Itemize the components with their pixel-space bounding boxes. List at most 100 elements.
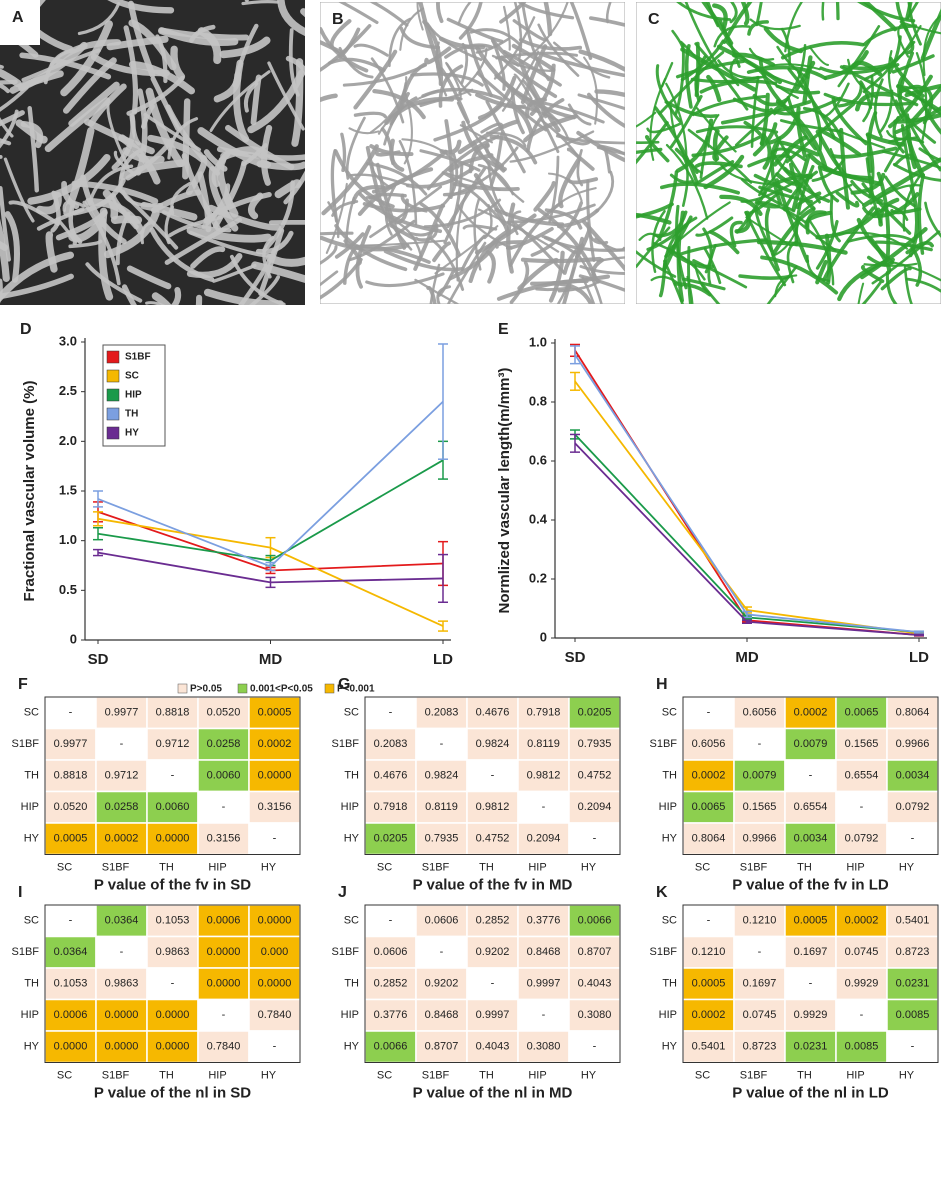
table-cell bbox=[248, 727, 301, 761]
vessel bbox=[241, 0, 279, 6]
panel-label: F bbox=[18, 676, 28, 693]
cell-value: 0.0231 bbox=[794, 1041, 828, 1053]
vessel bbox=[413, 203, 445, 271]
vessel bbox=[447, 146, 519, 198]
cell-value: 0.0000 bbox=[156, 833, 190, 845]
table-title: P value of the nl in MD bbox=[413, 1084, 573, 1101]
vessel bbox=[719, 194, 763, 216]
cell-value: 0.6554 bbox=[845, 770, 879, 782]
table-cell bbox=[568, 727, 621, 761]
table-cell bbox=[517, 998, 570, 1032]
legend-swatch bbox=[237, 683, 248, 694]
row-label: HIP bbox=[21, 801, 39, 813]
table-cell bbox=[835, 822, 888, 856]
cell-value: 0.9202 bbox=[476, 946, 510, 958]
vessel bbox=[477, 208, 560, 253]
column-label: S1BF bbox=[102, 1069, 130, 1081]
vessel bbox=[520, 44, 548, 105]
cell-value: 0.0034 bbox=[794, 833, 828, 845]
vessel bbox=[0, 251, 75, 303]
vessel bbox=[362, 202, 446, 213]
vessel bbox=[477, 75, 517, 120]
vessel bbox=[243, 81, 259, 113]
vessel bbox=[446, 63, 472, 97]
cell-value: - bbox=[69, 915, 73, 927]
vessel bbox=[802, 106, 845, 147]
table-cell bbox=[95, 822, 148, 856]
vessel bbox=[506, 102, 534, 137]
vessel bbox=[441, 152, 459, 207]
vessel bbox=[365, 162, 428, 196]
vessel bbox=[884, 175, 916, 208]
vessel bbox=[0, 186, 11, 262]
legend-label: 0.001<P<0.05 bbox=[250, 684, 313, 695]
vessel bbox=[145, 87, 185, 168]
table-cell bbox=[466, 998, 519, 1032]
vessel bbox=[743, 120, 765, 146]
vessel bbox=[857, 282, 865, 304]
row-label: SC bbox=[662, 915, 677, 927]
vessel bbox=[718, 19, 741, 68]
cell-value: 0.0005 bbox=[54, 833, 88, 845]
table-cell bbox=[517, 759, 570, 793]
panel-label: C bbox=[648, 11, 660, 28]
vessel bbox=[424, 46, 452, 65]
cell-value: 0.2094 bbox=[578, 801, 612, 813]
row-label: HY bbox=[662, 1041, 678, 1053]
vessel bbox=[0, 79, 18, 85]
y-tick-label: 0.2 bbox=[529, 570, 547, 585]
legend-swatch bbox=[324, 683, 335, 694]
table-cell bbox=[146, 904, 199, 938]
column-label: HIP bbox=[208, 1069, 226, 1081]
cell-value: 0.0006 bbox=[207, 915, 241, 927]
vessel bbox=[734, 104, 781, 147]
vessel bbox=[745, 216, 792, 247]
table-cell bbox=[733, 759, 786, 793]
vessel bbox=[905, 241, 934, 255]
cell-value: 0.7935 bbox=[425, 833, 459, 845]
vessel bbox=[558, 156, 582, 209]
cell-value: 0.0079 bbox=[794, 738, 828, 750]
table-cell bbox=[784, 790, 837, 824]
vessel bbox=[557, 280, 600, 293]
vessel bbox=[126, 265, 172, 290]
vessel bbox=[924, 201, 941, 239]
cell-value: 0.4043 bbox=[476, 1041, 510, 1053]
legend-swatch bbox=[106, 388, 120, 402]
cell-value: 0.0002 bbox=[258, 738, 292, 750]
table-cell bbox=[248, 967, 301, 1001]
vessel bbox=[890, 261, 941, 282]
vessel bbox=[578, 274, 625, 292]
vessel bbox=[894, 105, 941, 134]
vessel bbox=[155, 34, 168, 84]
row-label: HIP bbox=[659, 801, 677, 813]
table-cell bbox=[886, 967, 939, 1001]
cell-value: 0.4752 bbox=[578, 770, 612, 782]
vessel bbox=[749, 18, 801, 31]
vessel bbox=[0, 85, 29, 112]
vessel bbox=[752, 122, 778, 157]
vessel bbox=[283, 170, 305, 205]
legend-swatch bbox=[106, 426, 120, 440]
vessel bbox=[605, 2, 612, 24]
table-border bbox=[44, 696, 301, 855]
cell-value: 0.0745 bbox=[845, 946, 879, 958]
row-label: HIP bbox=[21, 1009, 39, 1021]
y-tick-label: 0 bbox=[70, 631, 77, 646]
vessel bbox=[539, 118, 581, 159]
vessel bbox=[475, 37, 510, 54]
vessel bbox=[850, 172, 886, 195]
vessel bbox=[480, 122, 504, 134]
row-label: S1BF bbox=[649, 738, 677, 750]
series-line bbox=[574, 380, 920, 635]
table-title: P value of the fv in LD bbox=[732, 876, 889, 893]
vessel bbox=[369, 185, 443, 239]
cell-value: - bbox=[809, 978, 813, 990]
vessel bbox=[121, 189, 164, 208]
cell-value: - bbox=[69, 707, 73, 719]
vessel bbox=[208, 166, 239, 232]
table-cell bbox=[886, 822, 939, 856]
table-cell bbox=[248, 904, 301, 938]
cell-value: 0.3156 bbox=[207, 833, 241, 845]
vessel bbox=[780, 27, 791, 66]
